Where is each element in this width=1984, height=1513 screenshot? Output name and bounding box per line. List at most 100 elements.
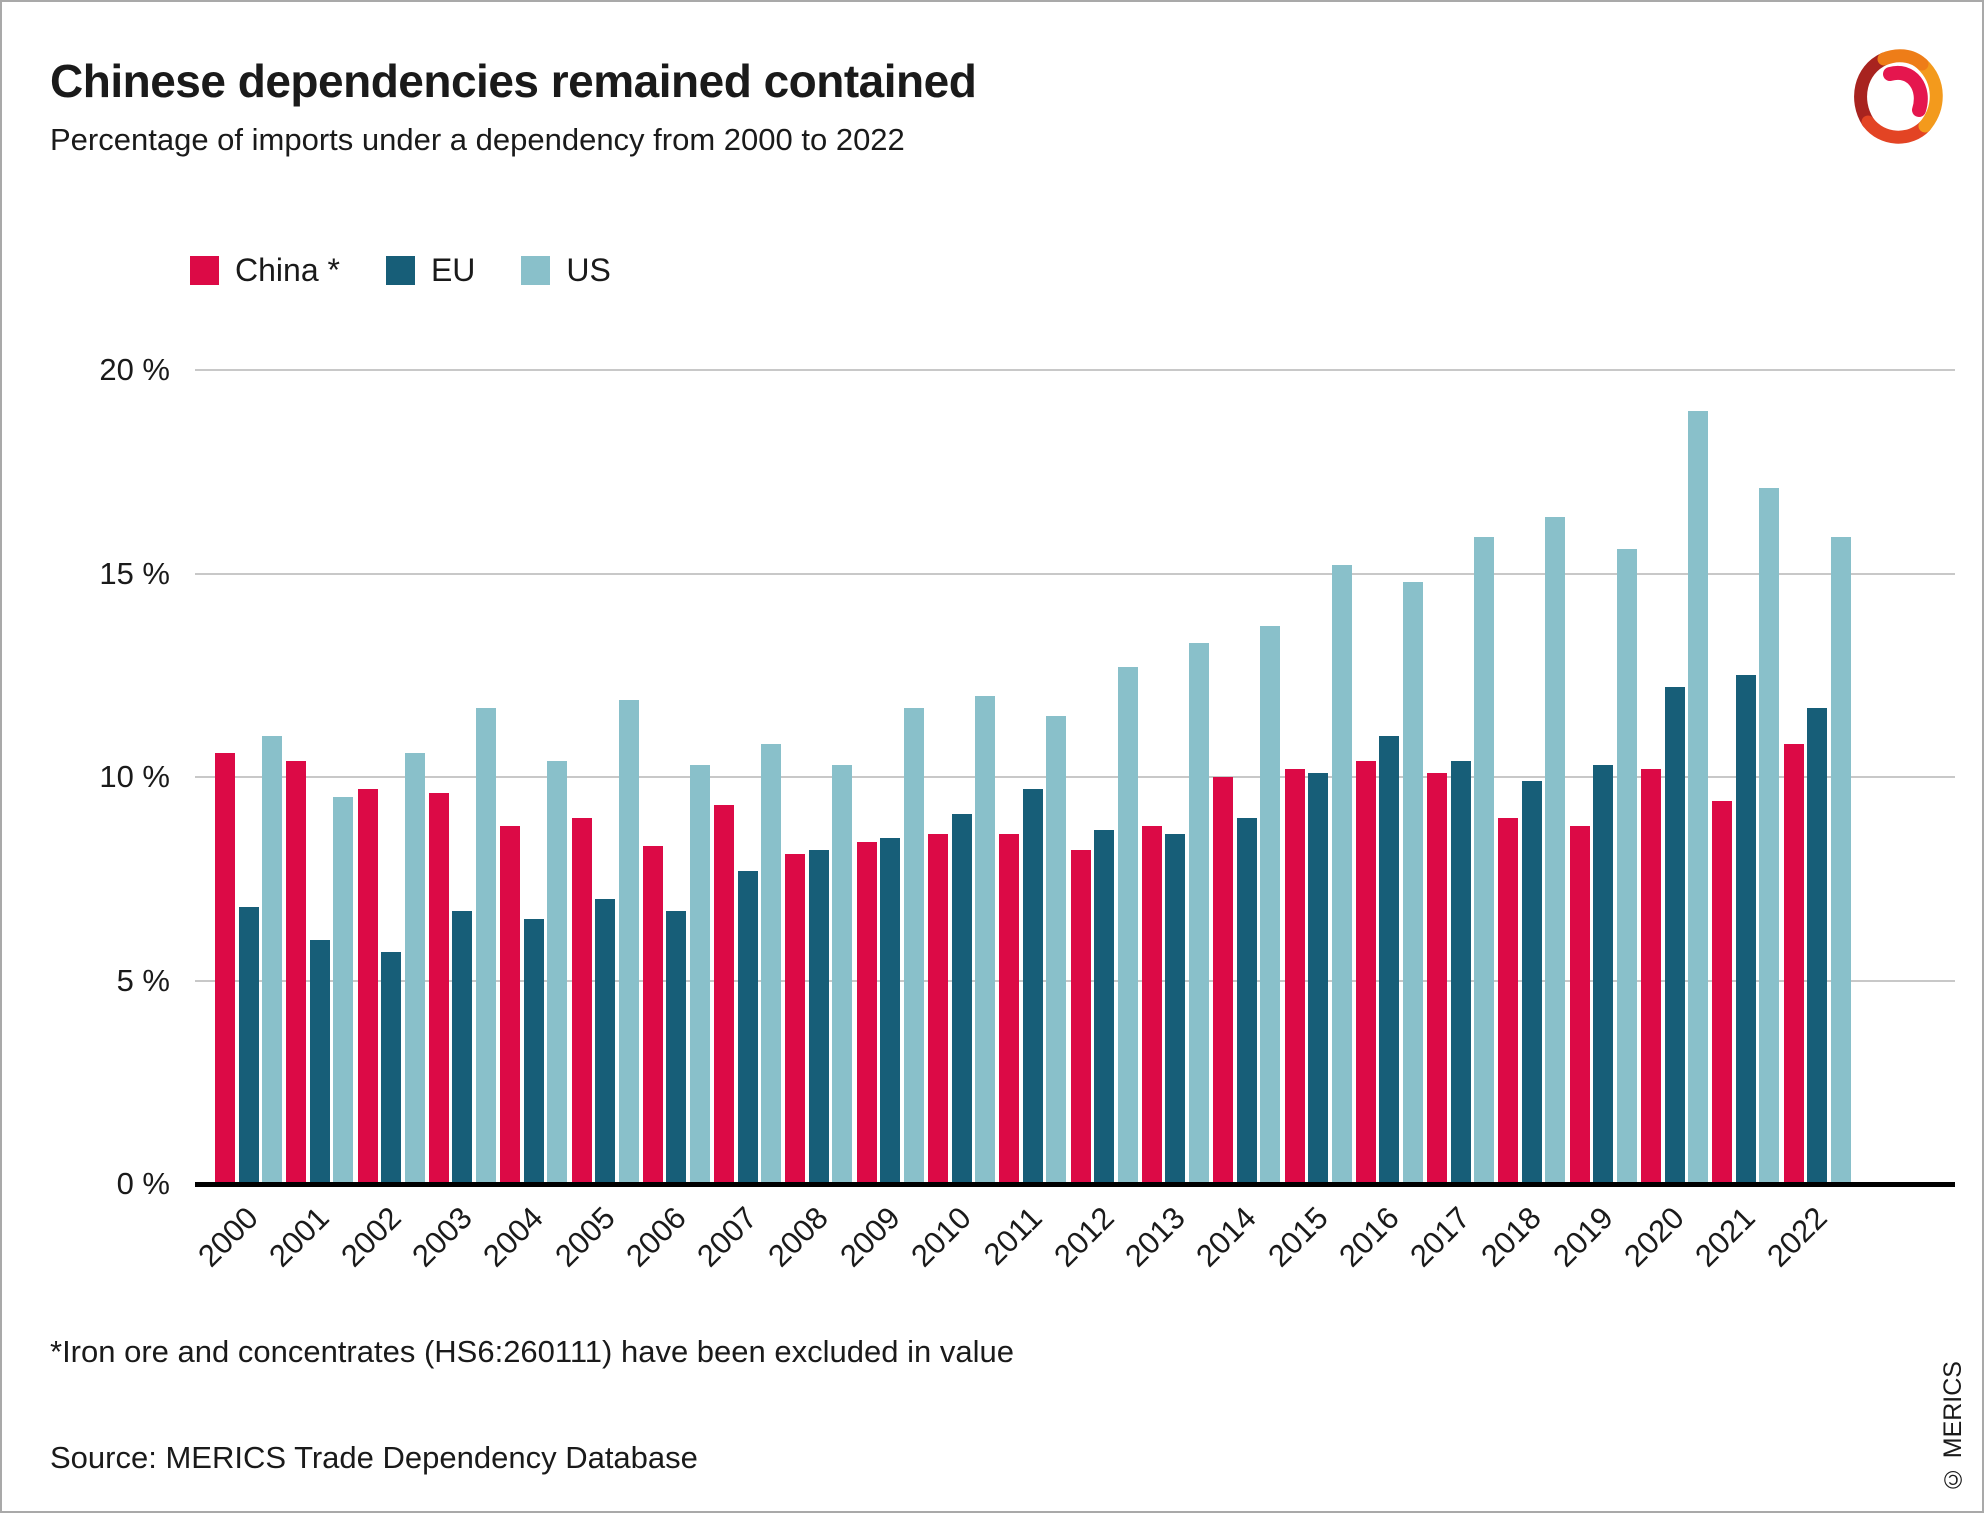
- gridline-20: [195, 369, 1955, 371]
- bar-china-2007: [714, 805, 735, 1186]
- bar-us-2002: [404, 752, 425, 1186]
- x-tick-label: 2007: [690, 1200, 764, 1274]
- bar-china-2021: [1712, 801, 1733, 1186]
- x-tick-label: 2003: [405, 1200, 479, 1274]
- bar-china-2002: [357, 789, 378, 1186]
- legend: China * EU US: [190, 252, 611, 289]
- bar-eu-2011: [1022, 789, 1043, 1186]
- x-tick-label: 2017: [1403, 1200, 1477, 1274]
- legend-swatch: [385, 256, 415, 285]
- bar-china-2017: [1427, 772, 1448, 1186]
- legend-label: China *: [235, 252, 340, 288]
- bar-china-2022: [1783, 744, 1804, 1186]
- x-tick-label: 2010: [904, 1200, 978, 1274]
- y-tick-label: 10 %: [99, 759, 170, 794]
- bar-us-2013: [1188, 642, 1209, 1186]
- x-tick-label: 2008: [761, 1200, 836, 1274]
- bar-us-2005: [618, 699, 639, 1186]
- bar-us-2010: [975, 695, 995, 1186]
- bar-us-2006: [689, 764, 710, 1186]
- x-tick-label: 2022: [1759, 1200, 1834, 1274]
- source-text: Source: MERICS Trade Dependency Database: [50, 1440, 698, 1475]
- bar-china-2012: [1070, 850, 1091, 1186]
- bar-eu-2019: [1593, 764, 1614, 1186]
- x-tick-label: 2018: [1474, 1200, 1549, 1274]
- gridline-15: [195, 572, 1955, 575]
- bar-us-2012: [1117, 667, 1138, 1186]
- bar-eu-2010: [951, 813, 972, 1186]
- bar-eu-2020: [1664, 687, 1685, 1186]
- bar-eu-2017: [1450, 760, 1471, 1186]
- x-tick-label: 2019: [1545, 1200, 1620, 1274]
- bar-us-2017: [1474, 536, 1495, 1186]
- bar-us-2011: [1046, 715, 1067, 1186]
- bar-us-2019: [1616, 549, 1637, 1186]
- bar-eu-2016: [1379, 736, 1400, 1186]
- y-tick-label: 5 %: [116, 962, 170, 998]
- bar-eu-2007: [737, 870, 758, 1186]
- copyright-text: © MERICS: [1939, 1360, 1967, 1493]
- x-tick-label: 2004: [476, 1200, 550, 1274]
- legend-swatch: [190, 256, 219, 285]
- x-tick-label: 2000: [191, 1200, 265, 1274]
- x-tick-label: 2009: [832, 1200, 907, 1274]
- bar-eu-2001: [309, 939, 330, 1186]
- bar-eu-2003: [452, 911, 473, 1186]
- y-tick-label: 0 %: [116, 1166, 170, 1201]
- bar-us-2016: [1402, 581, 1423, 1186]
- x-tick-label: 2005: [547, 1200, 622, 1274]
- bar-china-2009: [856, 842, 877, 1186]
- bar-china-2005: [571, 817, 592, 1186]
- gridline-10: [195, 776, 1955, 778]
- legend-label: EU: [430, 252, 476, 288]
- bar-eu-2022: [1807, 707, 1828, 1186]
- bar-eu-2013: [1165, 833, 1186, 1186]
- x-tick-label: 2014: [1189, 1200, 1263, 1274]
- bar-eu-2008: [808, 850, 829, 1186]
- bar-china-2018: [1498, 817, 1519, 1186]
- legend-label: US: [566, 252, 611, 288]
- x-tick-label: 2012: [1046, 1200, 1121, 1274]
- x-tick-label: 2021: [1688, 1200, 1763, 1274]
- x-tick-label: 2001: [262, 1200, 337, 1274]
- bar-us-2008: [832, 764, 853, 1186]
- bar-eu-2000: [238, 907, 259, 1186]
- bar-china-2010: [928, 833, 948, 1186]
- legend-item-eu: EU: [385, 252, 476, 289]
- bar-us-2022: [1830, 536, 1851, 1186]
- x-tick-label: 2015: [1260, 1200, 1335, 1274]
- bar-china-2008: [785, 854, 806, 1186]
- bar-china-2006: [642, 846, 663, 1186]
- x-tick-label: 2020: [1617, 1200, 1691, 1274]
- footnote: *Iron ore and concentrates (HS6:260111) …: [50, 1334, 1014, 1369]
- bar-eu-2014: [1236, 817, 1257, 1186]
- page-title: Chinese dependencies remained contained: [50, 55, 977, 107]
- bar-china-2020: [1641, 768, 1661, 1186]
- legend-swatch: [521, 256, 551, 285]
- bar-us-2014: [1260, 626, 1281, 1186]
- bar-china-2016: [1355, 760, 1376, 1186]
- bar-china-2011: [999, 833, 1020, 1186]
- bar-china-2019: [1569, 825, 1590, 1186]
- bar-china-2000: [215, 752, 235, 1186]
- bar-eu-2006: [666, 911, 687, 1186]
- bar-us-2021: [1759, 488, 1780, 1186]
- x-axis-line: [195, 1182, 1955, 1187]
- bar-china-2013: [1141, 825, 1162, 1186]
- bar-china-2015: [1284, 768, 1305, 1186]
- bar-eu-2005: [595, 899, 615, 1186]
- bar-us-2003: [475, 707, 496, 1186]
- bar-china-2003: [428, 793, 449, 1186]
- bar-china-2004: [500, 825, 521, 1186]
- page-subtitle: Percentage of imports under a dependency…: [50, 122, 905, 157]
- bar-china-2001: [286, 760, 307, 1186]
- bar-us-2007: [761, 744, 782, 1186]
- bar-eu-2004: [523, 919, 544, 1186]
- legend-item-us: US: [521, 252, 611, 289]
- bar-us-2000: [262, 736, 282, 1186]
- bar-us-2009: [903, 707, 924, 1186]
- bar-us-2004: [547, 760, 568, 1186]
- x-tick-label: 2006: [619, 1200, 693, 1274]
